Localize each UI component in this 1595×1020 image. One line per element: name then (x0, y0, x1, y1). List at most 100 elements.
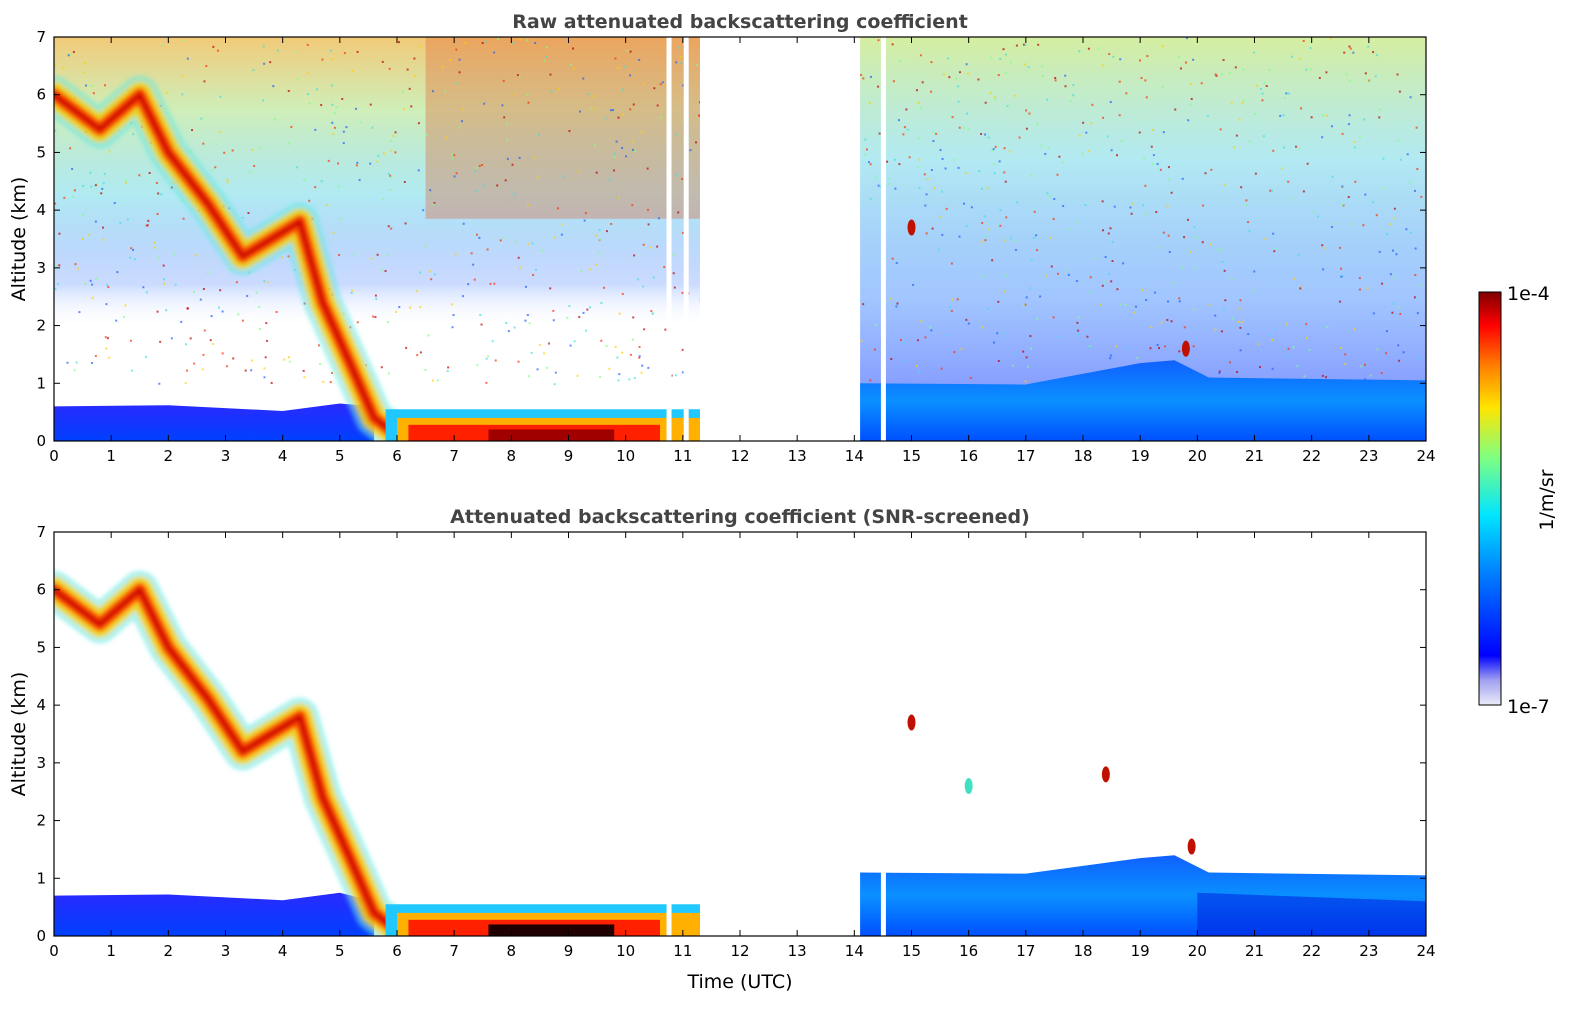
x-tick-label: 20 (1188, 942, 1207, 960)
x-tick-label: 2 (164, 942, 174, 960)
x-tick-label: 5 (335, 447, 345, 465)
y-tick-label: 7 (36, 28, 46, 46)
x-tick-label: 20 (1188, 447, 1207, 465)
colorbar-min-label: 1e-7 (1507, 696, 1550, 718)
y-tick-label: 4 (36, 201, 46, 219)
y-tick-label: 4 (36, 696, 46, 714)
x-tick-label: 7 (449, 942, 459, 960)
x-tick-label: 18 (1073, 942, 1092, 960)
x-tick-label: 6 (392, 942, 402, 960)
x-tick-label: 3 (221, 942, 231, 960)
x-tick-label: 3 (221, 447, 231, 465)
data-gap (699, 532, 861, 936)
x-tick-label: 8 (507, 447, 517, 465)
missing-profile (880, 532, 886, 936)
x-tick-label: 17 (1016, 942, 1035, 960)
colorbar: 1e-4 1e-7 1/m/sr (1478, 283, 1558, 718)
x-tick-label: 10 (616, 447, 635, 465)
y-axis-label: Altitude (km) (8, 177, 30, 302)
x-tick-label: 9 (564, 942, 574, 960)
x-axis-label: Time (UTC) (686, 971, 792, 993)
low-dense-layer (385, 409, 700, 441)
x-tick-label: 15 (902, 447, 921, 465)
y-tick-label: 3 (36, 259, 46, 277)
x-tick-label: 12 (730, 447, 749, 465)
x-tick-label: 21 (1245, 447, 1264, 465)
x-tick-label: 9 (564, 447, 574, 465)
x-tick-label: 4 (278, 942, 288, 960)
x-tick-label: 19 (1131, 447, 1150, 465)
descending-cloud-layer (54, 570, 416, 936)
colorbar-max-label: 1e-4 (1507, 283, 1550, 305)
x-tick-label: 24 (1416, 447, 1435, 465)
x-tick-label: 21 (1245, 942, 1264, 960)
small-cloud (1101, 766, 1110, 783)
snr-screened-backscatter-panel: 0 1 2 3 4 5 6 7 8 9 10 11 12 13 14 15 16 17 18 19 20 21 22 23 24… (8, 506, 1436, 993)
y-tick-label: 7 (36, 523, 46, 541)
low-dense-layer (385, 904, 700, 936)
x-tick-label: 15 (902, 942, 921, 960)
missing-profile (666, 37, 672, 441)
x-tick-label: 1 (106, 942, 116, 960)
x-tick-label: 1 (106, 447, 116, 465)
x-tick-label: 4 (278, 447, 288, 465)
colorbar-unit-label: 1/m/sr (1536, 469, 1558, 530)
x-tick-label: 0 (49, 942, 59, 960)
x-tick-label: 2 (164, 447, 174, 465)
y-tick-label: 2 (36, 317, 46, 335)
colorbar-gradient (1478, 291, 1502, 706)
small-cloud (1181, 340, 1190, 357)
panel-title: Raw attenuated backscattering coefficien… (512, 11, 968, 33)
small-cloud (907, 219, 916, 236)
small-cloud (1187, 838, 1196, 855)
missing-profile (683, 37, 689, 441)
x-tick-label: 22 (1302, 942, 1321, 960)
x-tick-label: 17 (1016, 447, 1035, 465)
x-tick-label: 8 (507, 942, 517, 960)
boundary-layer-afternoon (860, 360, 1426, 441)
x-tick-label: 11 (673, 942, 692, 960)
y-tick-label: 6 (36, 581, 46, 599)
x-tick-label: 6 (392, 447, 402, 465)
x-tick-label: 19 (1131, 942, 1150, 960)
y-tick-label: 5 (36, 638, 46, 656)
small-cloud (964, 777, 973, 794)
x-tick-label: 11 (673, 447, 692, 465)
boundary-layer-morning (54, 892, 375, 936)
x-tick-label: 23 (1359, 447, 1378, 465)
y-tick-label: 1 (36, 374, 46, 392)
y-axis-label: Altitude (km) (8, 672, 30, 797)
x-tick-label: 18 (1073, 447, 1092, 465)
panel-title: Attenuated backscattering coefficient (S… (450, 506, 1030, 528)
x-tick-label: 7 (449, 447, 459, 465)
y-tick-label: 1 (36, 869, 46, 887)
x-tick-label: 23 (1359, 942, 1378, 960)
x-tick-label: 0 (49, 447, 59, 465)
descending-cloud-layer (54, 75, 416, 441)
y-tick-label: 6 (36, 86, 46, 104)
backscatter-image (54, 37, 1426, 441)
data-gap (699, 37, 861, 441)
x-tick-label: 16 (959, 942, 978, 960)
y-tick-label: 0 (36, 432, 46, 450)
y-tick-label: 5 (36, 143, 46, 161)
y-tick-label: 0 (36, 927, 46, 945)
x-tick-label: 22 (1302, 447, 1321, 465)
boundary-layer-morning (54, 403, 375, 441)
missing-profile (666, 532, 672, 936)
x-tick-label: 13 (788, 942, 807, 960)
backscatter-image (54, 532, 1426, 936)
x-tick-label: 24 (1416, 942, 1435, 960)
y-tick-label: 2 (36, 812, 46, 830)
x-tick-label: 14 (845, 447, 864, 465)
small-cloud (907, 714, 916, 731)
x-tick-label: 13 (788, 447, 807, 465)
x-tick-label: 14 (845, 942, 864, 960)
x-tick-label: 5 (335, 942, 345, 960)
x-tick-label: 10 (616, 942, 635, 960)
x-tick-label: 16 (959, 447, 978, 465)
x-tick-label: 12 (730, 942, 749, 960)
y-tick-label: 3 (36, 754, 46, 772)
raw-backscatter-panel: 0 1 2 3 4 5 6 7 8 9 10 11 12 13 14 15 16 17 18 19 20 21 22 23 24… (8, 11, 1436, 465)
